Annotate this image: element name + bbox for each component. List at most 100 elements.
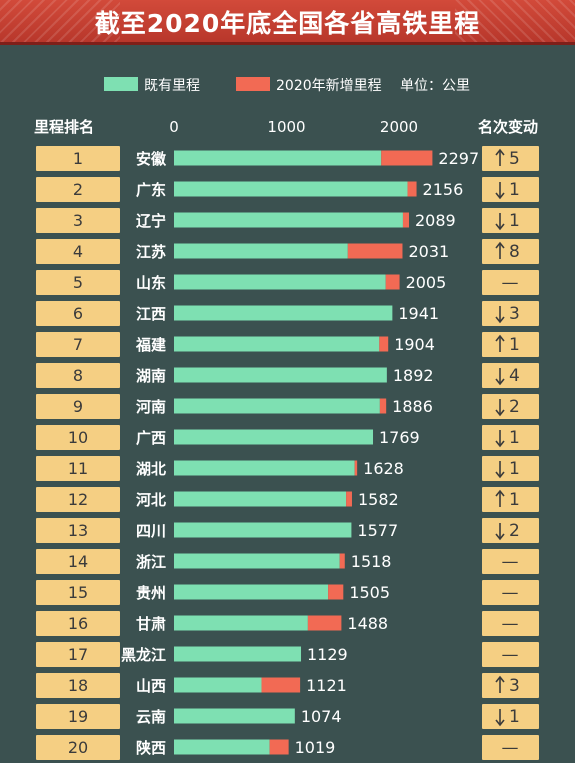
rank-change-number: 1 [509,428,520,448]
province-label: 黑龙江 [121,646,166,664]
value-label: 2005 [406,273,447,292]
rank-box [36,208,120,233]
rank-box [36,611,120,636]
x-tick-label: 0 [169,118,179,136]
rank-change-dash: — [502,552,519,572]
bar-existing [174,305,393,321]
province-label: 浙江 [136,553,166,571]
province-label: 贵州 [136,584,166,602]
rank-change-box [482,704,539,729]
rank-number: 13 [68,521,88,540]
legend-swatch-existing [104,77,138,91]
rank-change-number: 4 [509,366,520,386]
value-label: 1892 [393,366,434,385]
bar-new [328,584,344,600]
rank-number: 10 [68,428,88,447]
arrow-up-head-icon [495,334,505,342]
bar-existing [174,522,352,538]
bar-existing [174,336,380,352]
rank-change-dash: — [502,738,519,758]
arrow-down-head-icon [495,719,505,727]
value-label: 1019 [295,738,336,757]
province-label: 甘肃 [136,615,166,633]
province-label: 辽宁 [136,212,166,230]
value-label: 1074 [301,707,342,726]
arrow-down-head-icon [495,192,505,200]
bar-new [385,274,400,290]
rank-number: 18 [68,676,88,695]
bar-new [407,181,417,197]
arrow-up-head-icon [495,675,505,683]
rank-number: 1 [73,149,83,168]
value-label: 1886 [392,397,433,416]
value-label: 1941 [398,304,439,323]
rank-number: 8 [73,366,83,385]
rank-box [36,363,120,388]
bar-new [269,739,289,755]
rank-change-box [482,611,539,636]
province-label: 陕西 [136,739,166,757]
arrow-down-head-icon [495,316,505,324]
rank-box [36,735,120,760]
rank-change-number: 1 [509,180,520,200]
rank-change-dash: — [502,583,519,603]
rank-change-box [482,673,539,698]
rank-change-number: 1 [509,335,520,355]
rank-change-number: 2 [509,521,520,541]
rank-change-number: 2 [509,397,520,417]
rank-change-box [482,487,539,512]
rank-number: 4 [73,242,83,261]
rank-change-box [482,549,539,574]
arrow-up-head-icon [495,148,505,156]
bar-new [379,336,389,352]
rank-box [36,673,120,698]
rank-number: 3 [73,211,83,230]
legend-swatch-new [236,77,270,91]
rank-number: 11 [68,459,88,478]
value-label: 1518 [351,552,392,571]
province-label: 河北 [136,491,166,509]
rank-number: 5 [73,273,83,292]
rank-box [36,487,120,512]
bar-existing [174,491,347,507]
rank-number: 12 [68,490,88,509]
value-label: 1904 [394,335,435,354]
province-label: 广西 [136,429,166,447]
bar-existing [174,584,329,600]
bar-new [261,677,301,693]
rank-change-number: 8 [509,242,520,262]
rank-number: 17 [68,645,88,664]
rank-change-box [482,394,539,419]
rank-change-box [482,642,539,667]
rank-change-number: 3 [509,676,520,696]
bar-new [339,553,345,569]
rank-change-box [482,239,539,264]
bar-existing [174,553,340,569]
bar-new [381,150,433,166]
province-label: 山东 [136,274,166,292]
rank-change-box [482,208,539,233]
rank-change-box [482,177,539,202]
province-label: 湖南 [136,367,166,385]
province-label: 江苏 [136,243,166,261]
value-label: 1129 [307,645,348,664]
province-label: 福建 [135,336,167,354]
value-label: 1121 [306,676,347,695]
value-label: 1769 [379,428,420,447]
rank-box [36,704,120,729]
bar-existing [174,460,355,476]
rank-change-box [482,332,539,357]
legend: 既有里程 2020年新增里程 单位：公里 [0,74,575,94]
x-tick-label: 2000 [380,118,418,136]
rank-change-box [482,518,539,543]
rank-change-box [482,735,539,760]
rank-number: 16 [68,614,88,633]
bar-existing [174,243,348,259]
province-label: 河南 [136,398,166,416]
bar-existing [174,212,403,228]
value-label: 1628 [363,459,404,478]
bar-existing [174,181,408,197]
province-label: 安徽 [136,150,167,168]
bar-existing [174,739,270,755]
rank-change-box [482,456,539,481]
